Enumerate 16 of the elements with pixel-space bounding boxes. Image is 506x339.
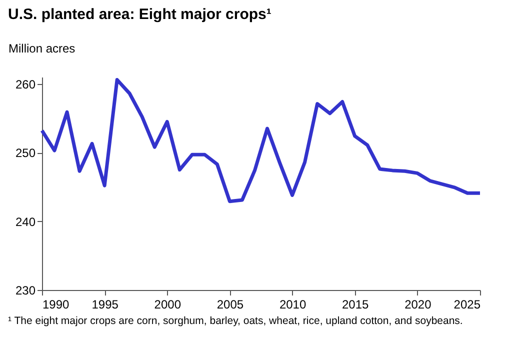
x-tick-label: 2010	[279, 298, 306, 312]
y-tick-label: 240	[15, 214, 36, 229]
chart-title: U.S. planted area: Eight major crops¹	[8, 6, 272, 23]
text: ¹ The eight major crops are corn, sorghum, barley, oats, wheat, rice, upland cotton, and soybeans.	[8, 315, 463, 327]
y-axis-title: Million acres	[8, 42, 76, 56]
x-tick-label: 2020	[404, 298, 432, 312]
line-series	[40, 78, 482, 204]
x-tick-label: 2015	[342, 298, 370, 312]
y-tick-label: 250	[15, 146, 36, 160]
y-tick-label: 260	[15, 77, 36, 92]
x-tick-label: 2025	[454, 298, 481, 312]
x-tick-label: 2005	[216, 298, 244, 312]
y-tick-label: 230	[15, 284, 36, 298]
x-tick-label: 1990	[42, 298, 70, 312]
x-tick-label: 2000	[154, 298, 182, 312]
x-tick-label: 1995	[92, 298, 119, 312]
